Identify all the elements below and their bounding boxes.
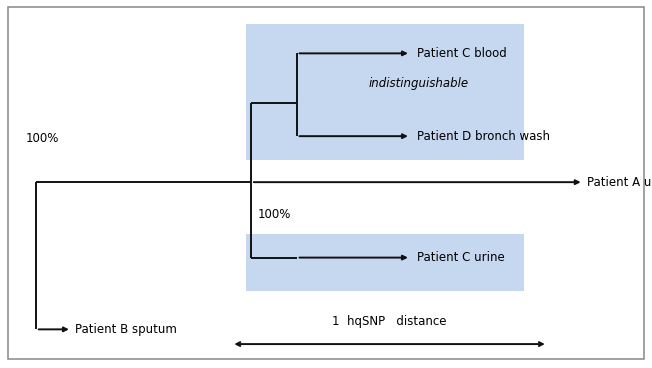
Text: 1  hqSNP   distance: 1 hqSNP distance [333, 315, 447, 328]
Text: Patient D bronch wash: Patient D bronch wash [417, 130, 550, 143]
Text: Patient A urine: Patient A urine [587, 176, 652, 189]
FancyBboxPatch shape [246, 24, 524, 160]
FancyBboxPatch shape [246, 234, 524, 291]
Text: 100%: 100% [258, 208, 291, 221]
Text: 100%: 100% [26, 131, 59, 145]
Text: Patient C urine: Patient C urine [417, 251, 505, 264]
Text: Patient B sputum: Patient B sputum [75, 323, 177, 336]
Text: Patient C blood: Patient C blood [417, 47, 507, 60]
FancyBboxPatch shape [8, 7, 644, 359]
Text: indistinguishable: indistinguishable [368, 77, 468, 90]
